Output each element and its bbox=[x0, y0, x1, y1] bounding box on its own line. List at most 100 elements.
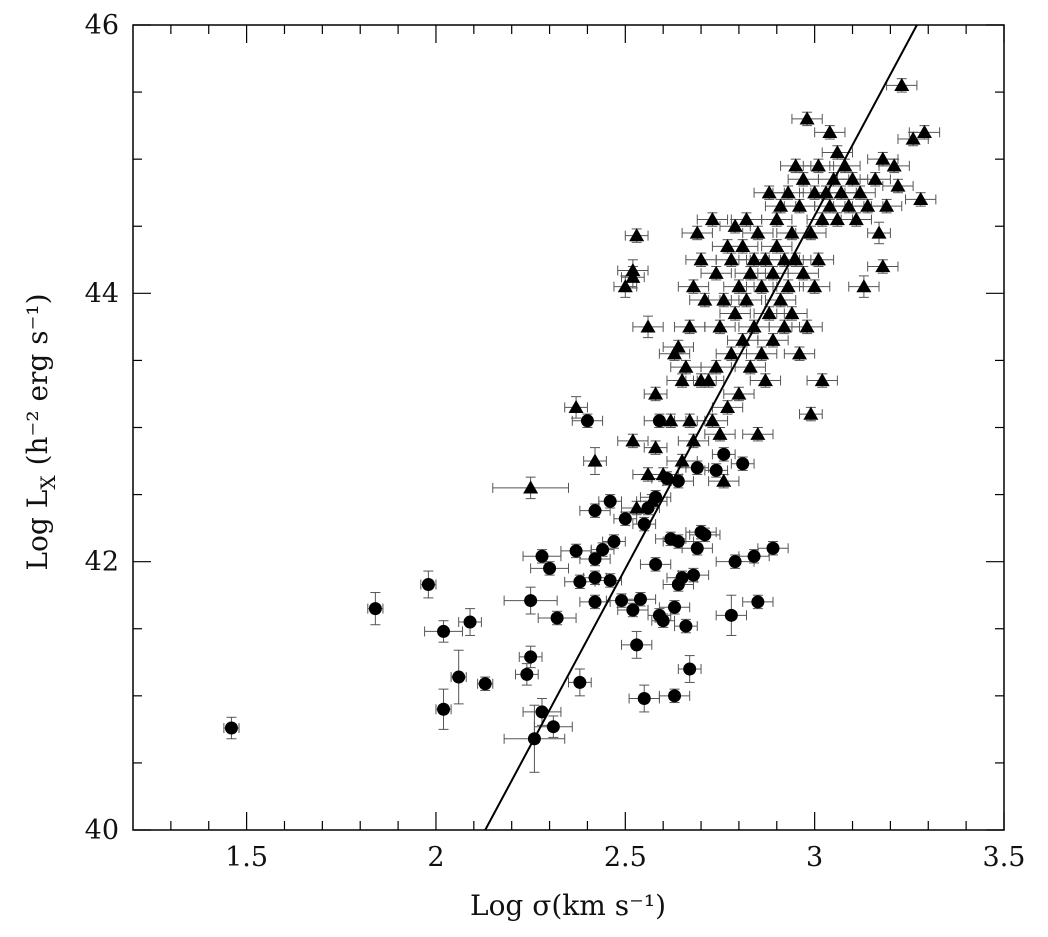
triangle-point bbox=[776, 319, 792, 333]
triangle-point bbox=[799, 111, 815, 125]
triangle-point bbox=[795, 265, 811, 279]
triangle-point bbox=[738, 212, 754, 226]
triangle-point bbox=[727, 218, 743, 232]
circle-point bbox=[709, 463, 723, 477]
triangle-point bbox=[810, 252, 826, 266]
triangle-point bbox=[905, 131, 921, 145]
circle-point bbox=[224, 721, 238, 735]
triangle-point bbox=[841, 198, 857, 212]
triangle-point bbox=[848, 212, 864, 226]
circle-point bbox=[698, 528, 712, 542]
circle-point bbox=[588, 504, 602, 518]
triangle-point bbox=[788, 158, 804, 172]
x-tick-label: 1.5 bbox=[225, 842, 268, 873]
triangle-point bbox=[727, 305, 743, 320]
circle-point bbox=[607, 535, 621, 549]
triangle-point bbox=[769, 238, 785, 252]
triangle-point bbox=[731, 386, 747, 400]
triangle-point bbox=[886, 158, 902, 172]
triangle-point bbox=[754, 346, 770, 360]
triangle-point bbox=[852, 185, 868, 199]
triangle-point bbox=[814, 212, 830, 226]
triangle-point bbox=[890, 178, 906, 192]
circle-point bbox=[686, 568, 700, 582]
triangle-point bbox=[913, 191, 929, 206]
triangle-point bbox=[625, 263, 641, 277]
circle-point bbox=[717, 447, 731, 461]
triangle-point bbox=[780, 279, 796, 293]
circle-point bbox=[368, 602, 382, 616]
triangle-point bbox=[648, 386, 664, 400]
circle-point bbox=[671, 474, 685, 488]
triangle-point bbox=[689, 225, 705, 239]
triangle-point bbox=[776, 252, 792, 266]
triangle-point bbox=[674, 453, 690, 467]
triangle-point bbox=[867, 171, 883, 185]
x-tick-labels: 1.5 2 2.5 3 3.5 bbox=[225, 842, 1025, 873]
triangle-point bbox=[708, 359, 724, 373]
circle-point bbox=[543, 561, 557, 575]
circle-point bbox=[618, 512, 632, 526]
triangle-point bbox=[735, 332, 751, 346]
x-tick-label: 3 bbox=[806, 842, 823, 873]
triangle-point bbox=[792, 346, 808, 360]
y-axis-label: Log LX (h⁻² erg s⁻¹) bbox=[21, 293, 60, 570]
triangle-point bbox=[685, 279, 701, 293]
triangle-point bbox=[784, 305, 800, 320]
triangle-point bbox=[746, 252, 762, 266]
circle-point bbox=[535, 705, 549, 719]
triangle-point bbox=[568, 399, 584, 413]
data-markers bbox=[224, 77, 932, 746]
triangle-point bbox=[670, 339, 686, 353]
circle-point bbox=[679, 619, 693, 633]
triangle-point bbox=[837, 158, 853, 172]
y-tick-label: 40 bbox=[85, 815, 119, 846]
circle-point bbox=[550, 611, 564, 625]
triangle-point bbox=[742, 265, 758, 279]
triangle-point bbox=[822, 124, 838, 138]
circle-point bbox=[520, 667, 534, 681]
triangle-point bbox=[723, 252, 739, 266]
circle-point bbox=[603, 573, 617, 587]
circle-point bbox=[633, 592, 647, 606]
circle-point bbox=[527, 732, 541, 746]
circle-point bbox=[649, 557, 663, 571]
circle-point bbox=[580, 414, 594, 428]
circle-point bbox=[463, 615, 477, 629]
triangle-point bbox=[640, 466, 656, 481]
triangle-point bbox=[780, 185, 796, 199]
y-tick-labels: 40 42 44 46 bbox=[85, 10, 119, 846]
triangle-point bbox=[754, 279, 770, 293]
triangle-point bbox=[663, 413, 679, 427]
circle-point bbox=[478, 677, 492, 691]
circle-point bbox=[652, 414, 666, 428]
triangle-point bbox=[894, 77, 910, 91]
triangle-point bbox=[829, 212, 845, 226]
circle-point bbox=[573, 575, 587, 589]
circle-point bbox=[736, 457, 750, 471]
triangle-point bbox=[625, 269, 641, 283]
y-tick-label: 46 bbox=[85, 10, 119, 41]
circle-point bbox=[437, 624, 451, 638]
triangle-point bbox=[818, 185, 834, 199]
circle-point bbox=[603, 494, 617, 508]
triangle-point bbox=[693, 252, 709, 266]
triangle-point bbox=[731, 279, 747, 293]
circle-point bbox=[728, 555, 742, 569]
circle-point bbox=[671, 535, 685, 549]
circle-point bbox=[675, 571, 689, 585]
triangle-point bbox=[761, 305, 777, 320]
triangle-point bbox=[735, 238, 751, 252]
triangle-point bbox=[644, 493, 660, 507]
triangle-point bbox=[738, 292, 754, 306]
circle-point bbox=[690, 461, 704, 475]
triangle-point bbox=[757, 252, 773, 266]
y-axis-label-main: Log L bbox=[21, 490, 54, 571]
circle-point bbox=[751, 595, 765, 609]
triangle-point bbox=[757, 373, 773, 387]
triangle-point bbox=[629, 228, 645, 242]
circle-point bbox=[626, 603, 640, 617]
triangle-point bbox=[629, 500, 645, 514]
circle-point bbox=[637, 692, 651, 706]
triangle-point bbox=[761, 185, 777, 199]
